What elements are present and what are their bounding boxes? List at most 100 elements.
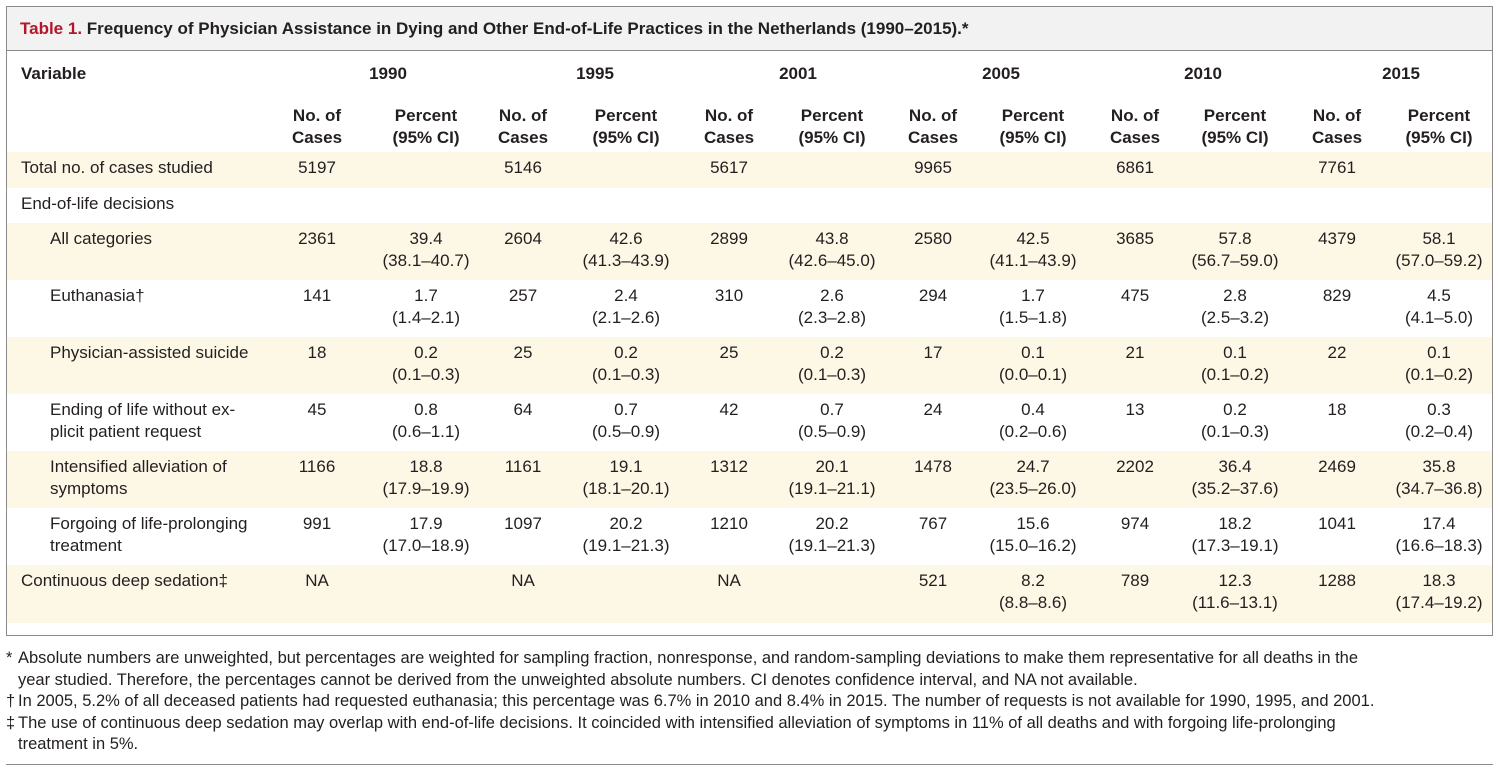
table-title-bar: Table 1. Frequency of Physician Assistan…	[7, 7, 1492, 51]
percent-cell: 1.7 (1.5–1.8)	[998, 286, 1068, 327]
cases-cell: 974	[1120, 514, 1150, 533]
footnotes: * Absolute numbers are unweighted, but pe…	[6, 648, 1493, 756]
footnote-line: treatment in 5%.	[18, 735, 139, 753]
percent-cell: 0.2 (0.1–0.3)	[1200, 400, 1270, 441]
percent-cell: 0.7 (0.5–0.9)	[591, 400, 661, 441]
footnote: * Absolute numbers are unweighted, but pe…	[6, 648, 1493, 691]
percent-cell: 0.3 (0.2–0.4)	[1404, 400, 1474, 441]
cases-cell: 2899	[710, 229, 748, 248]
percent-cell: 2.6 (2.3–2.8)	[797, 286, 867, 327]
cases-cell: 1166	[298, 457, 336, 476]
bottom-rule	[6, 764, 1493, 765]
cases-cell: 42	[719, 400, 739, 419]
table-number: Table 1.	[20, 19, 83, 38]
percent-cell: 2.8 (2.5–3.2)	[1200, 286, 1270, 327]
row-label: Forgoing of life-prolonging treatment	[50, 514, 248, 555]
subheader-percent: Percent (95% CI)	[1201, 106, 1269, 147]
header-year-2015: 2015	[1382, 64, 1420, 83]
percent-cell: 39.4 (38.1–40.7)	[382, 229, 470, 270]
row-label: Euthanasia†	[50, 286, 145, 305]
cases-cell: 2202	[1116, 457, 1154, 476]
table-frame: Table 1. Frequency of Physician Assistan…	[6, 6, 1493, 636]
cases-cell: 1478	[914, 457, 952, 476]
subheader-percent: Percent (95% CI)	[1405, 106, 1473, 147]
cases-cell: 789	[1120, 571, 1150, 590]
cases-cell: 294	[918, 286, 948, 305]
percent-cell: 36.4 (35.2–37.6)	[1191, 457, 1279, 498]
percent-cell: 0.1 (0.1–0.2)	[1200, 343, 1270, 384]
subheader-percent: Percent (95% CI)	[798, 106, 866, 147]
row-label: Continuous deep sedation‡	[21, 571, 228, 590]
row-label: Total no. of cases studied	[21, 158, 213, 177]
percent-cell: 0.8 (0.6–1.1)	[391, 400, 461, 441]
subheader-percent: Percent (95% CI)	[392, 106, 460, 147]
header-year-2001: 2001	[779, 64, 817, 83]
cases-cell: 5197	[298, 158, 336, 177]
cases-cell: 2604	[504, 229, 542, 248]
subheader-percent: Percent (95% CI)	[999, 106, 1067, 147]
cases-cell: 2361	[298, 229, 336, 248]
footnote-line: year studied. Therefore, the percentages…	[18, 670, 1138, 689]
percent-cell: 8.2 (8.8–8.6)	[998, 571, 1068, 612]
percent-cell: 0.7 (0.5–0.9)	[797, 400, 867, 441]
percent-cell: 20.1 (19.1–21.1)	[788, 457, 876, 498]
subheader-percent: Percent (95% CI)	[592, 106, 660, 147]
percent-cell: 57.8 (56.7–59.0)	[1191, 229, 1279, 270]
footnote-line: Absolute numbers are unweighted, but per…	[18, 649, 1359, 667]
percent-cell: 24.7 (23.5–26.0)	[989, 457, 1077, 498]
header-variable: Variable	[21, 64, 87, 83]
header-year-2010: 2010	[1184, 64, 1222, 83]
subheader-cases: No. of Cases	[1109, 106, 1161, 147]
footnote-line: The use of continuous deep sedation may …	[18, 713, 1336, 732]
cases-cell: 64	[513, 400, 533, 419]
percent-cell: 19.1 (18.1–20.1)	[582, 457, 670, 498]
cases-cell: 7761	[1318, 158, 1356, 177]
cases-cell: 9965	[914, 158, 952, 177]
row-band	[7, 451, 1492, 508]
percent-cell: 58.1 (57.0–59.2)	[1395, 229, 1483, 270]
table-title: Frequency of Physician Assistance in Dyi…	[86, 19, 969, 38]
percent-cell: 0.1 (0.0–0.1)	[998, 343, 1068, 384]
percent-cell: 42.6 (41.3–43.9)	[582, 229, 670, 270]
row-label: Ending of life without ex- plicit patien…	[50, 400, 236, 441]
percent-cell: 18.2 (17.3–19.1)	[1191, 514, 1279, 555]
cases-cell: 1097	[504, 514, 542, 533]
cases-cell: NA	[305, 571, 329, 590]
cases-cell: 18	[307, 343, 327, 362]
cases-cell: 141	[302, 286, 332, 305]
percent-cell: 20.2 (19.1–21.3)	[788, 514, 876, 555]
cases-cell: 521	[918, 571, 948, 590]
row-label: End-of-life decisions	[21, 194, 175, 213]
row-label: Intensified alleviation of symptoms	[50, 457, 227, 498]
header-year-1990: 1990	[369, 64, 407, 83]
cases-cell: 18	[1327, 400, 1347, 419]
row-label: Physician-assisted suicide	[50, 343, 249, 362]
cases-cell: 2469	[1318, 457, 1356, 476]
cases-cell: 25	[513, 343, 533, 362]
cases-cell: NA	[717, 571, 741, 590]
percent-cell: 18.3 (17.4–19.2)	[1395, 571, 1483, 612]
percent-cell: 4.5 (4.1–5.0)	[1404, 286, 1474, 327]
subheader-cases: No. of Cases	[1311, 106, 1363, 147]
percent-cell: 17.4 (16.6–18.3)	[1395, 514, 1483, 555]
row-label: All categories	[50, 229, 153, 248]
cases-cell: 3685	[1116, 229, 1154, 248]
cases-cell: 475	[1120, 286, 1150, 305]
subheader-cases: No. of Cases	[497, 106, 549, 147]
percent-cell: 0.4 (0.2–0.6)	[998, 400, 1068, 441]
cases-cell: 767	[918, 514, 948, 533]
cases-cell: NA	[511, 571, 535, 590]
row-band	[7, 565, 1492, 623]
percent-cell: 0.2 (0.1–0.3)	[591, 343, 661, 384]
cases-cell: 22	[1327, 343, 1347, 362]
cases-cell: 257	[508, 286, 538, 305]
header-year-1995: 1995	[576, 64, 614, 83]
cases-cell: 1288	[1318, 571, 1356, 590]
cases-cell: 24	[923, 400, 943, 419]
cases-cell: 25	[719, 343, 739, 362]
cases-cell: 1312	[710, 457, 748, 476]
cases-cell: 45	[307, 400, 327, 419]
cases-cell: 991	[302, 514, 332, 533]
row-band	[7, 337, 1492, 394]
cases-cell: 13	[1125, 400, 1145, 419]
